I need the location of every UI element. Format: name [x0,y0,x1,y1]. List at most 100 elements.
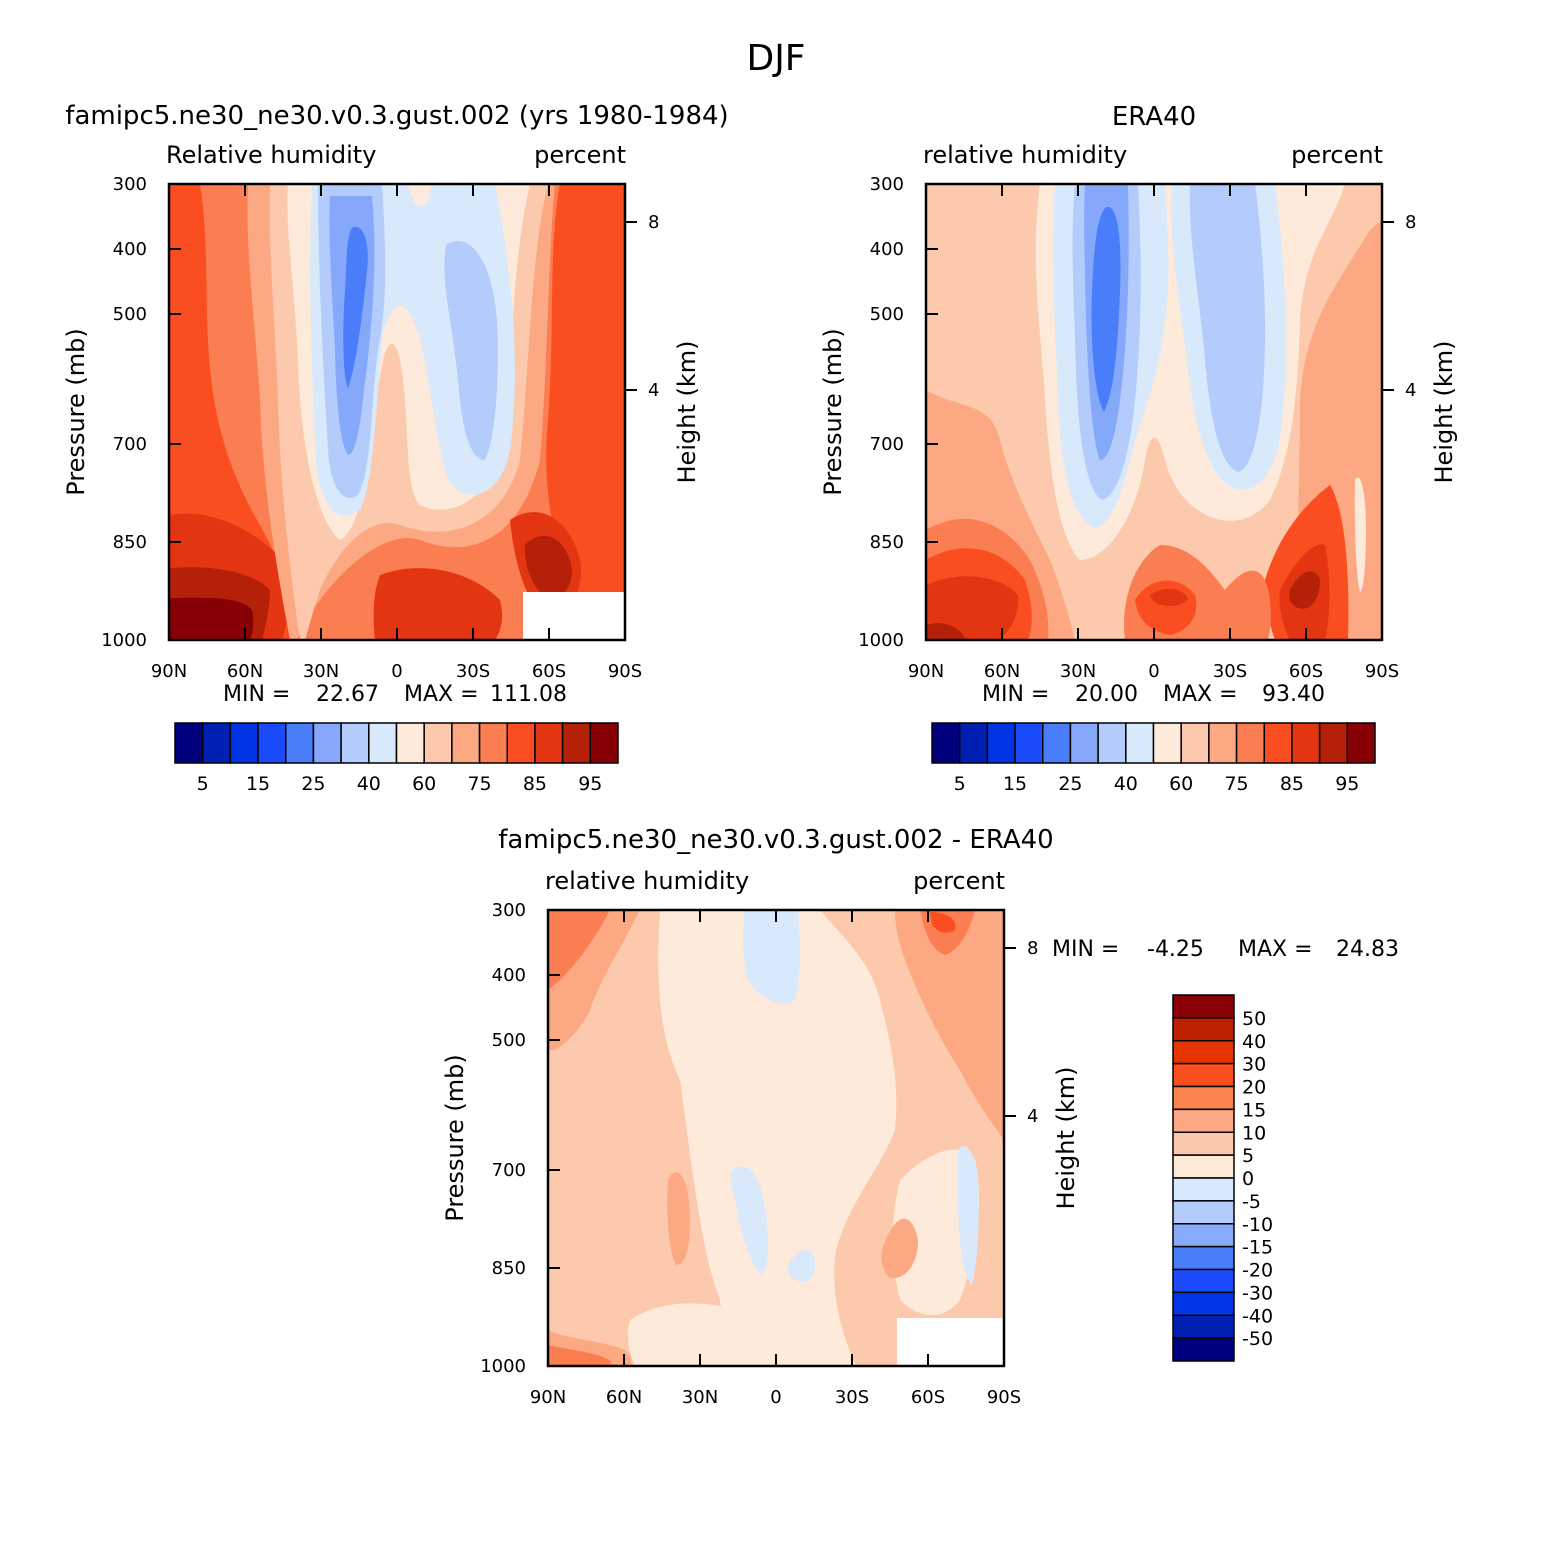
panel-obs-colorbar-swatch [1180,722,1210,764]
panel-obs-xtick: 90S [1365,661,1399,682]
panel-model-colorbar-swatch [478,722,508,764]
panel-model-y2label: Height (km) [673,341,701,484]
panel-obs-colorbar-label: 40 [1114,773,1138,795]
panel-diff-colorbar-label: -10 [1242,1214,1273,1236]
panel-model-colorbar-label: 15 [246,773,270,795]
panel-obs: ERA40 relative humidity percent [819,102,1458,795]
panel-diff-xtick: 30S [835,1387,869,1408]
panel-model-xtick: 30N [303,661,339,682]
panel-diff-colorbar-label: -5 [1242,1191,1261,1213]
panel-diff-ytick: 700 [492,1160,526,1181]
panel-obs-colorbar-swatch [1125,722,1155,764]
panel-diff-xtick: 0 [770,1387,781,1408]
panel-model-ytick: 850 [113,532,147,553]
panel-diff-colorbar-swatch [1172,1177,1235,1202]
panel-diff-min-label: MIN = [1052,937,1119,962]
panel-obs-colorbar-swatch [958,722,989,764]
panel-obs-colorbar-label: 75 [1224,773,1248,795]
panel-obs-min-value: 20.00 [1075,682,1138,707]
panel-obs-ytick: 400 [870,239,904,260]
panel-model-colorbar-label: 95 [578,773,602,795]
panel-model-ticks [169,184,637,640]
panel-diff-colorbar-swatch [1172,1154,1235,1179]
panel-diff-band-neg-mid [731,1166,769,1275]
panel-model-xtick: 90S [608,661,642,682]
panel-obs-colorbar-swatch [1318,722,1349,764]
panel-model-colorbar-swatch [312,722,342,764]
panel-model-contour-field [169,184,625,640]
panel-obs-ytick: 500 [870,304,904,325]
panel-model-colorbar-label: 25 [301,773,325,795]
panel-diff-right-label: percent [913,867,1005,895]
panel-diff-band-east-20 [930,912,956,933]
panel-obs-band-east-white-streak [1354,477,1366,592]
panel-model-ytick: 700 [113,434,147,455]
panel-model-colorbar-swatch [174,722,204,764]
panel-obs-band-central-90 [1150,588,1188,606]
panel-model-colorbar-label: 5 [197,773,209,795]
panel-diff-colorbar-swatch [1172,1337,1235,1362]
panel-diff-colorbar-swatch [1172,1040,1235,1065]
panel-obs-band-east-95 [1289,571,1320,609]
panel-diff-colorbar-swatch [1172,1200,1235,1225]
panel-diff-y2label: Height (km) [1052,1067,1080,1210]
panel-model-colorbar-swatch [589,722,619,764]
panel-obs-colorbar-label: 15 [1003,773,1027,795]
panel-diff-ylabel: Pressure (mb) [441,1054,469,1221]
panel-diff-xtick: 60S [911,1387,945,1408]
panel-obs-y2label: Height (km) [1430,341,1458,484]
panel-model-left-label: Relative humidity [166,141,376,169]
panel-diff-y2tick: 4 [1027,1106,1038,1127]
panel-obs-y2tick: 8 [1405,212,1416,233]
panel-model-xtick: 60N [227,661,263,682]
panel-diff-colorbar-swatch [1172,1245,1235,1271]
panel-model-colorbar-swatch [229,722,259,764]
panel-obs-ytick: 850 [870,532,904,553]
panel-diff-colorbar-swatch [1172,1223,1235,1248]
panel-obs-ytick: 300 [870,174,904,195]
panel-obs-colorbar-swatch [986,722,1016,764]
panel-model-colorbar-swatch [368,722,398,764]
panel-diff-xtick: 90S [987,1387,1021,1408]
panel-obs-colorbar-swatch [1014,722,1044,764]
panel-model-ytick: 400 [113,239,147,260]
panel-obs-left-label: relative humidity [923,141,1127,169]
panel-diff-colorbar-label: -20 [1242,1260,1273,1282]
panel-diff: famipc5.ne30_ne30.v0.3.gust.002 - ERA40 … [441,825,1399,1408]
panel-obs-max-value: 93.40 [1262,682,1325,707]
panel-diff-colorbar-label: -30 [1242,1282,1273,1304]
panel-diff-colorbar-label: -50 [1242,1328,1273,1350]
panel-diff-colorbar-swatch [1172,1085,1235,1111]
page-title: DJF [746,38,805,79]
panel-model-xtick: 60S [532,661,566,682]
panel-diff-colorbar-label: -40 [1242,1305,1273,1327]
panel-obs-xtick: 30S [1213,661,1247,682]
panel-diff-missing-data [897,1318,1004,1366]
panel-diff-colorbar-swatch [1172,1062,1235,1088]
panel-model-colorbar-swatch [285,722,315,764]
panel-diff-colorbar-swatch [1172,1017,1235,1042]
panel-obs-xtick: 60S [1289,661,1323,682]
panel-obs-colorbar-swatch [1235,722,1265,764]
panel-obs-colorbar-label: 95 [1335,773,1359,795]
panel-model-colorbar-swatch [395,722,425,764]
panel-diff-colorbar-label: -15 [1242,1237,1273,1259]
panel-obs-colorbar-label: 25 [1058,773,1082,795]
panel-obs-colorbar: 5 15 25 40 60 75 85 95 [931,722,1376,795]
panel-diff-colorbar-label: 15 [1242,1099,1266,1121]
panel-obs-ytick: 700 [870,434,904,455]
panel-obs-colorbar-swatch [1208,722,1238,764]
panel-model-title: famipc5.ne30_ne30.v0.3.gust.002 (yrs 198… [65,101,728,131]
panel-model-band-dry-s-35 [444,241,498,460]
panel-model-min-label: MIN = [223,682,290,707]
panel-model: famipc5.ne30_ne30.v0.3.gust.002 (yrs 198… [62,101,729,795]
panel-model-colorbar-swatch [506,722,536,764]
panel-diff-colorbar-swatch [1172,1108,1235,1133]
panel-model-colorbar-label: 85 [523,773,547,795]
panel-model-xtick: 30S [456,661,490,682]
panel-diff-band-neg-top [743,910,800,1004]
panel-diff-contour-field [548,910,1004,1366]
panel-diff-band-west-15 [548,910,610,990]
panel-obs-title: ERA40 [1112,102,1196,132]
